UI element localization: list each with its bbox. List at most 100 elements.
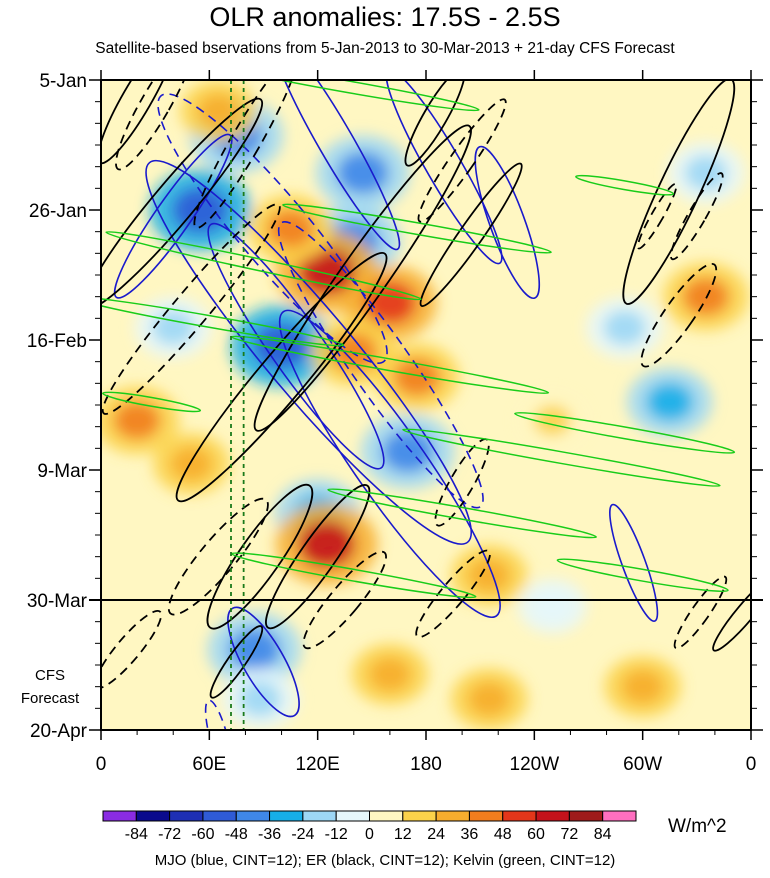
colorbar-swatch [335,810,370,822]
er-contour [622,80,736,305]
colorbar-swatch [235,810,271,822]
colorbar-label: 36 [461,826,479,843]
er-contour [265,484,371,630]
colorbar-swatch [435,810,470,822]
anomaly-core [533,405,572,436]
colorbar-swatch [502,810,537,822]
colorbar-swatch [169,810,204,822]
y-tick-label: 26-Jan [29,201,87,222]
er-contour [302,550,387,650]
er-contour [101,203,281,415]
colorbar-swatch [202,810,237,822]
mjo-contour [157,93,388,365]
colorbar-label: 48 [494,826,512,843]
colorbar-swatch [535,810,570,822]
x-tick-label: 120E [295,754,339,775]
er-contour [415,549,491,639]
anomaly-core [172,187,229,233]
x-tick-label: 0 [746,754,757,775]
colorbar-swatch [568,810,604,822]
anomaly-core [393,357,441,397]
colorbar-label: -48 [225,826,248,843]
anomaly-core [170,446,213,482]
kelvin-contour [402,428,721,487]
x-tick-label: 60W [623,754,662,775]
anomaly-core [533,590,572,622]
mjo-contour [609,503,659,622]
forecast-label: CFS [35,667,65,684]
y-tick-label: 5-Jan [39,71,87,92]
forecast-label: Forecast [21,690,80,707]
anomaly-core [238,681,282,717]
er-contour [193,80,298,229]
anomaly-core [152,310,195,345]
colorbar-label: -84 [125,826,148,843]
anomaly-core [197,93,240,129]
er-contour [636,182,678,250]
kelvin-contour [105,231,422,301]
mjo-contour [113,133,233,299]
colorbar-swatch [402,810,437,822]
er-contour [101,97,264,310]
mjo-contour [278,309,501,619]
er-contour [712,573,751,652]
er-contour [253,124,472,432]
er-contour [670,172,724,261]
colorbar-label: 60 [527,826,545,843]
colorbar-label: -36 [258,826,281,843]
x-tick-label: 120W [510,754,560,775]
er-contour [167,497,269,616]
mjo-contour [385,80,503,265]
kelvin-contour [102,391,202,413]
er-contour [417,98,507,223]
mjo-contour [474,145,541,300]
mjo-contour [207,222,385,470]
er-contour [101,609,163,690]
anomaly-core [113,401,161,440]
er-contour [640,262,718,368]
kelvin-contour [575,174,675,196]
anomaly-core [468,681,511,717]
er-contour [404,80,466,167]
chart-title: OLR anomalies: 17.5S - 2.5S [209,2,561,32]
colorbar-swatch [269,810,304,822]
y-tick-label: 16-Feb [27,331,87,352]
er-contour [419,162,523,307]
anomaly-core [368,657,412,692]
kelvin-contour [282,203,552,254]
anomaly-core [646,382,694,422]
anomaly-core [468,557,511,593]
colorbar-label: 84 [594,826,612,843]
x-tick-label: 180 [410,754,442,775]
mjo-contour [277,221,484,509]
anomaly-core [621,669,664,704]
anomaly-core [684,155,727,191]
colorbar-swatch [135,810,171,822]
mjo-contour [145,159,473,545]
colorbar-swatch [102,810,137,822]
anomaly-core [603,310,646,345]
y-tick-label: 20-Apr [30,721,88,742]
colorbar-label: -72 [158,826,181,843]
y-tick-label: 9-Mar [37,461,87,482]
kelvin-contour [327,488,597,539]
contour-legend-note: MJO (blue, CINT=12); ER (black, CINT=12)… [154,852,616,869]
mjo-contour [227,606,300,718]
anomaly-core [337,151,389,194]
colorbar-label: 0 [365,826,374,843]
colorbar-label: -60 [191,826,214,843]
anomaly-core [682,277,730,316]
er-contour [101,80,178,165]
colorbar-swatch [369,810,404,822]
colorbar-label: 72 [560,826,578,843]
colorbar-swatch [468,810,504,822]
colorbar-swatch [602,810,637,822]
colorbar-label: 12 [394,826,412,843]
x-tick-label: 60E [192,754,226,775]
chart-subtitle: Satellite-based bservations from 5-Jan-2… [95,40,675,57]
mjo-contour [271,80,401,251]
colorbar-units: W/m^2 [668,816,727,837]
x-tick-label: 0 [96,754,107,775]
colorbar-label: -12 [325,826,348,843]
